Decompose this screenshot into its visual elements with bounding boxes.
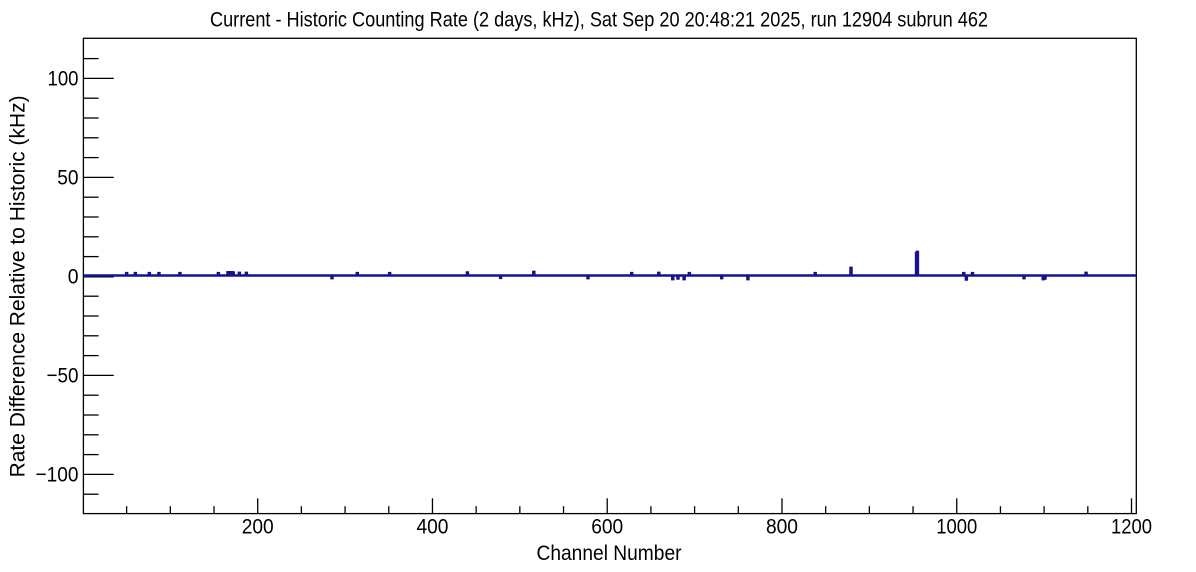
svg-text:−50: −50 xyxy=(47,364,79,388)
svg-text:0: 0 xyxy=(68,265,79,289)
svg-text:50: 50 xyxy=(57,166,78,190)
svg-text:800: 800 xyxy=(766,515,798,539)
svg-text:1000: 1000 xyxy=(936,515,977,539)
svg-text:Rate Difference Relative to Hi: Rate Difference Relative to Historic (kH… xyxy=(5,95,29,477)
svg-text:−100: −100 xyxy=(36,463,79,487)
svg-text:200: 200 xyxy=(242,515,274,539)
svg-text:1200: 1200 xyxy=(1111,515,1152,539)
svg-text:400: 400 xyxy=(416,515,448,539)
svg-text:100: 100 xyxy=(48,67,79,91)
svg-text:Current - Historic Counting Ra: Current - Historic Counting Rate (2 days… xyxy=(210,7,988,31)
svg-text:Channel Number: Channel Number xyxy=(537,541,682,565)
svg-text:600: 600 xyxy=(591,515,623,539)
